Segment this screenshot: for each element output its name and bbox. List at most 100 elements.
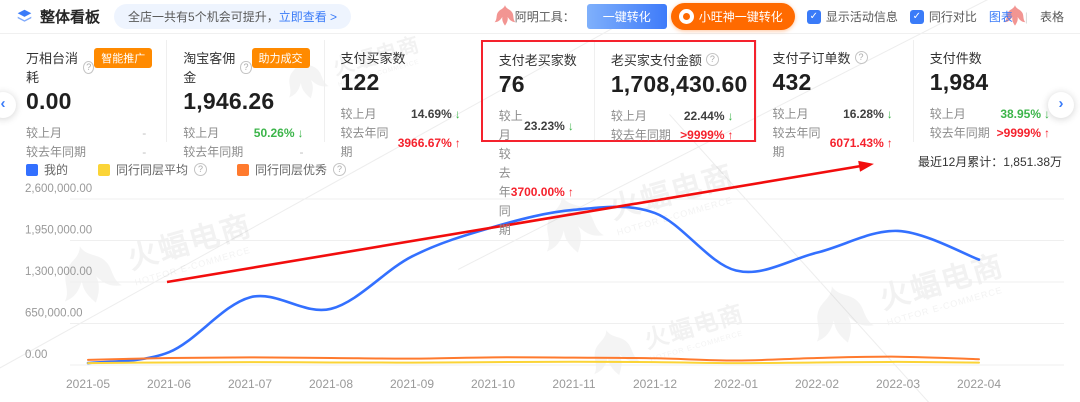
- layers-icon: [17, 9, 32, 22]
- svg-text:2021-12: 2021-12: [633, 377, 677, 391]
- card-value: 1,946.26: [183, 88, 275, 114]
- mom-value: -: [142, 126, 147, 140]
- help-icon[interactable]: ?: [333, 163, 347, 176]
- legend-label: 同行同层优秀: [255, 163, 328, 177]
- card-value: 0.00: [26, 88, 72, 114]
- svg-text:2021-06: 2021-06: [147, 377, 191, 391]
- down-arrow-icon: ↓: [727, 109, 734, 123]
- one-click-convert-button[interactable]: 一键转化: [586, 4, 667, 29]
- down-arrow-icon: ↓: [567, 118, 574, 133]
- mom-value: 14.69%: [411, 107, 452, 121]
- mom-label: 较上月: [183, 126, 220, 140]
- card-title: 支付件数: [929, 51, 982, 66]
- xiaowangshen-convert-button[interactable]: 小旺神一键转化: [670, 3, 795, 30]
- card-value: 432: [772, 69, 812, 95]
- card-paying-buyers[interactable]: 支付买家数 122 较上月 14.69% ↓ 较去年同期 3966.67% ↑: [323, 40, 481, 159]
- down-arrow-icon: ↓: [886, 107, 893, 121]
- legend-item-mine[interactable]: 我的: [26, 161, 68, 178]
- yoy-label: 较去年同期: [340, 126, 389, 159]
- up-arrow-icon: ↑: [567, 185, 574, 199]
- peer-compare-checkbox[interactable]: ✓ 同行对比: [909, 8, 977, 25]
- yoy-label: 较去年同期: [26, 145, 87, 159]
- svg-text:2022-01: 2022-01: [714, 377, 758, 391]
- legend-item-peer-average[interactable]: 同行同层平均 ?: [98, 161, 208, 178]
- view-mode-chart[interactable]: 图表: [988, 10, 1013, 24]
- help-icon[interactable]: ?: [194, 163, 208, 176]
- up-arrow-icon: ↑: [727, 128, 734, 142]
- yoy-value: 3700.00%: [510, 185, 565, 199]
- card-title: 淘宝客佣金: [183, 51, 236, 85]
- svg-text:1,300,000.00: 1,300,000.00: [25, 266, 92, 278]
- svg-text:2022-03: 2022-03: [876, 377, 920, 391]
- legend-label: 同行同层平均: [116, 163, 189, 177]
- card-paid-items[interactable]: 支付件数 1,984 较上月 38.95% ↓ 较去年同期 >9999% ↑: [912, 40, 1070, 142]
- mom-value: 16.28%: [843, 107, 884, 121]
- svg-text:0.00: 0.00: [25, 349, 47, 361]
- yoy-label: 较去年同期: [929, 126, 990, 140]
- up-arrow-icon: ↑: [1044, 126, 1051, 140]
- opportunity-banner: 全店一共有5个机会可提升， 立即查看 >: [114, 4, 352, 29]
- assist-deal-badge: 助力成交: [251, 48, 310, 68]
- svg-text:2022-02: 2022-02: [795, 377, 839, 391]
- svg-text:650,000.00: 650,000.00: [25, 308, 83, 320]
- opportunity-text: 全店一共有5个机会可提升，: [128, 10, 279, 24]
- cards-next-button[interactable]: ›: [1048, 92, 1074, 118]
- card-value: 76: [498, 71, 525, 97]
- mom-label: 较上月: [498, 109, 523, 142]
- checkbox-checked-icon: ✓: [806, 9, 821, 24]
- card-title: 支付老买家数: [498, 53, 577, 68]
- metric-cards-row: 万相台消耗? 智能推广 0.00 较上月 - 较去年同期 - 淘宝客佣金? 助力成交…: [0, 34, 1080, 237]
- up-arrow-icon: ↑: [454, 135, 461, 150]
- mom-value: 50.26%: [253, 126, 295, 140]
- svg-text:2021-07: 2021-07: [228, 377, 272, 391]
- card-paid-suborders[interactable]: 支付子订单数? 432 较上月 16.28% ↓ 较去年同期 6071.43% ↑: [755, 40, 913, 159]
- aperture-icon: [678, 9, 694, 24]
- down-arrow-icon: ↓: [297, 126, 304, 140]
- svg-text:2021-09: 2021-09: [390, 377, 434, 391]
- yoy-label: 较去年同期: [772, 126, 821, 159]
- checkbox-checked-icon: ✓: [909, 9, 924, 24]
- last-12-months-total: 最近12月累计：1,851.38万: [917, 155, 1062, 169]
- smart-promo-badge: 智能推广: [94, 48, 153, 68]
- mom-value: 23.23%: [524, 118, 565, 133]
- up-arrow-icon: ↑: [886, 135, 893, 150]
- peer-compare-label: 同行对比: [928, 10, 977, 24]
- mom-label: 较上月: [929, 107, 966, 121]
- svg-text:2021-08: 2021-08: [309, 377, 353, 391]
- legend-item-peer-excellent[interactable]: 同行同层优秀 ?: [237, 161, 347, 178]
- card-value: 1,708,430.60: [610, 71, 748, 97]
- view-now-link[interactable]: 立即查看 >: [278, 10, 338, 24]
- help-icon[interactable]: ?: [854, 51, 868, 64]
- svg-text:2022-04: 2022-04: [957, 377, 1001, 391]
- yoy-value: >9999%: [680, 128, 725, 142]
- down-arrow-icon: ↓: [454, 107, 461, 121]
- svg-text:2,600,000.00: 2,600,000.00: [25, 183, 92, 195]
- xiaowangshen-label: 小旺神一键转化: [698, 10, 783, 24]
- legend-label: 我的: [44, 163, 69, 177]
- svg-text:1,950,000.00: 1,950,000.00: [25, 225, 92, 237]
- yoy-value: 3966.67%: [397, 135, 452, 150]
- show-activity-label: 显示活动信息: [825, 10, 898, 24]
- help-icon[interactable]: ?: [240, 60, 252, 74]
- page-title-text: 整体看板: [40, 9, 101, 26]
- mom-label: 较上月: [772, 107, 809, 121]
- card-paying-repeat-buyers[interactable]: 支付老买家数 76 较上月 23.23% ↓ 较去年同期 3700.00% ↑: [483, 42, 594, 237]
- view-mode-table[interactable]: 表格: [1039, 10, 1064, 24]
- svg-text:2021-11: 2021-11: [552, 377, 595, 391]
- help-icon[interactable]: ?: [83, 60, 95, 74]
- card-taobaoke-commission[interactable]: 淘宝客佣金? 助力成交 1,946.26 较上月 50.26% ↓ 较去年同期 -: [166, 40, 323, 159]
- show-activity-checkbox[interactable]: ✓ 显示活动信息: [806, 8, 898, 25]
- card-value: 122: [340, 69, 380, 95]
- mom-value: 22.44%: [683, 109, 725, 123]
- card-repeat-buyer-payment[interactable]: 老买家支付金额? 1,708,430.60 较上月 22.44% ↓ 较去年同期 >9…: [593, 42, 754, 142]
- mom-label: 较上月: [340, 107, 377, 121]
- topbar: 整体看板 全店一共有5个机会可提升， 立即查看 > 阿明工具： 一键转化 小旺神…: [0, 0, 1080, 34]
- card-wanxiangtai-spend[interactable]: 万相台消耗? 智能推广 0.00 较上月 - 较去年同期 -: [10, 40, 166, 159]
- toolbar: 阿明工具： 一键转化 小旺神一键转化 ✓ 显示活动信息 ✓ 同行对比 图表 | …: [515, 3, 1064, 30]
- card-title: 支付买家数: [340, 51, 406, 66]
- legend-swatch-orange: [237, 163, 250, 176]
- help-icon[interactable]: ?: [705, 53, 719, 66]
- legend-swatch-blue: [26, 163, 38, 176]
- yoy-label: 较去年同期: [183, 145, 244, 159]
